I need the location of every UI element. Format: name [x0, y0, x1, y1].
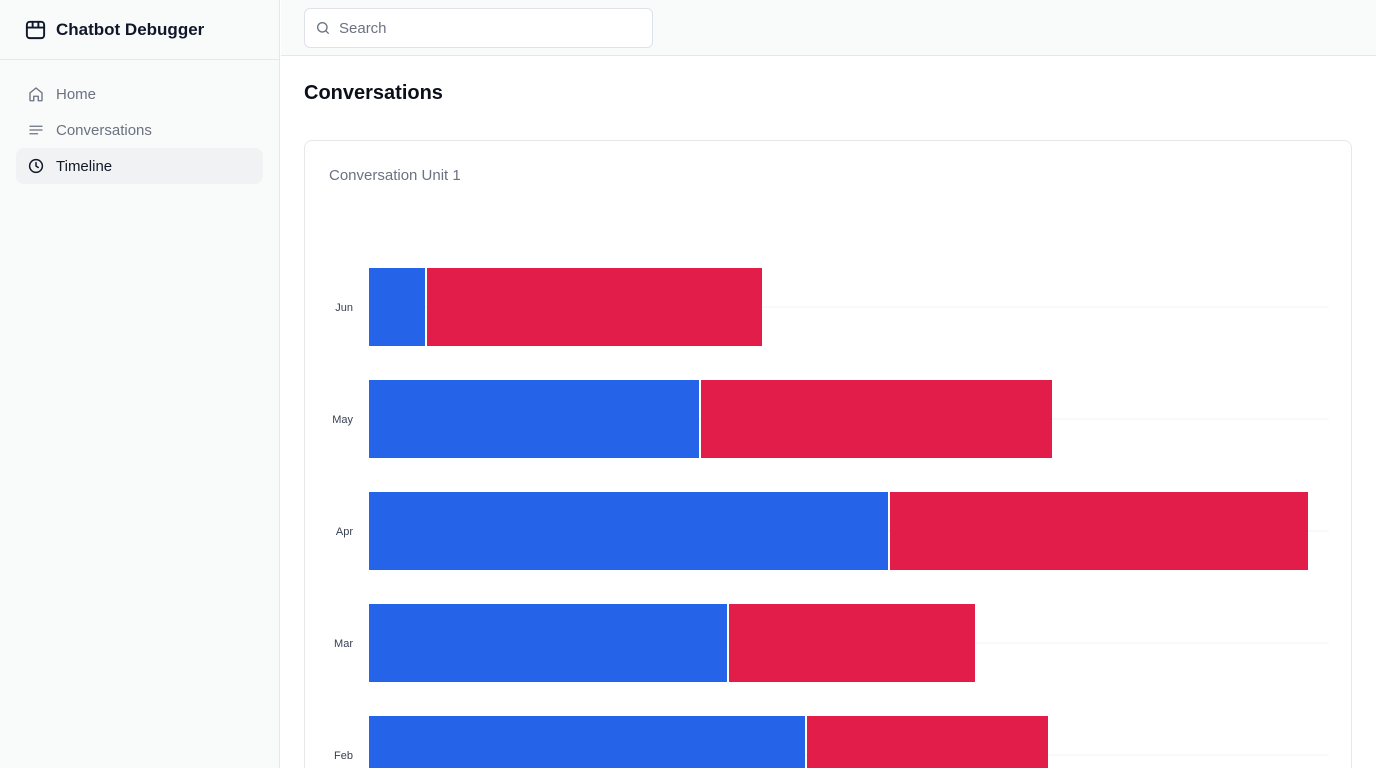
bar-apr-series-1[interactable] [369, 492, 888, 570]
y-tick-label: Jun [335, 302, 353, 314]
box-icon [25, 20, 46, 40]
sidebar-item-label: Home [56, 85, 97, 103]
brand[interactable]: Chatbot Debugger [0, 0, 279, 60]
bar-may-series-1[interactable] [369, 380, 699, 458]
y-tick-label: Apr [336, 526, 353, 538]
search-icon [317, 22, 329, 34]
search-box[interactable] [304, 8, 653, 48]
topbar [281, 0, 1376, 56]
y-tick-label: Mar [334, 638, 353, 650]
bar-mar-series-1[interactable] [369, 604, 727, 682]
card-title: Conversation Unit 1 [329, 167, 461, 184]
sidebar-nav: Home Conversations Timeline [0, 60, 279, 200]
sidebar-item-home[interactable]: Home [16, 76, 263, 112]
search-input[interactable] [339, 19, 629, 37]
sidebar-item-conversations[interactable]: Conversations [16, 112, 263, 148]
sidebar: Chatbot Debugger Home Conversations Time… [0, 0, 280, 768]
chart-card: Conversation Unit 1 Jun May Apr Mar Feb [304, 140, 1352, 768]
app-title: Chatbot Debugger [56, 19, 205, 39]
timeline-chart: Jun May Apr Mar Feb [332, 268, 1329, 768]
bar-apr-series-2[interactable] [890, 492, 1308, 570]
sidebar-item-label: Conversations [56, 121, 152, 139]
bar-may-series-2[interactable] [701, 380, 1052, 458]
home-icon [29, 87, 43, 102]
y-tick-label: May [332, 414, 353, 426]
y-tick-label: Feb [334, 750, 353, 762]
sidebar-item-timeline[interactable]: Timeline [16, 148, 263, 184]
bar-jun-series-1[interactable] [369, 268, 425, 346]
page-title: Conversations [304, 82, 443, 104]
list-icon [29, 125, 43, 135]
sidebar-item-label: Timeline [56, 157, 113, 175]
bar-feb-series-1[interactable] [369, 716, 805, 768]
bar-feb-series-2[interactable] [807, 716, 1048, 768]
bar-mar-series-2[interactable] [729, 604, 975, 682]
clock-icon [28, 158, 44, 174]
bar-jun-series-2[interactable] [427, 268, 762, 346]
